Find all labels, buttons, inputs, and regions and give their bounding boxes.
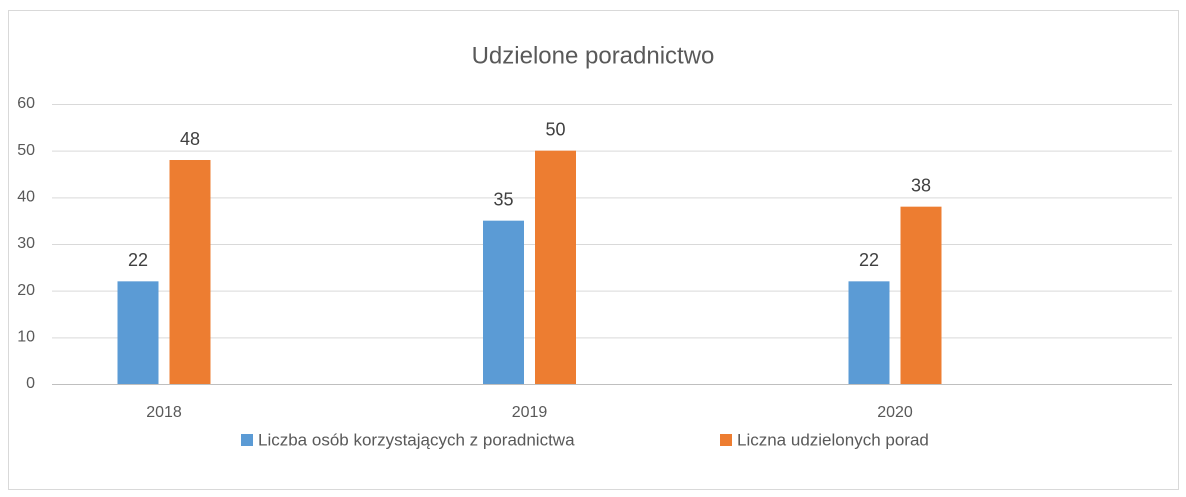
- x-tick-label: 2020: [877, 404, 913, 421]
- legend-label: Liczba osób korzystających z poradnictwa: [258, 430, 575, 449]
- data-label: 48: [180, 129, 200, 149]
- data-label: 35: [493, 189, 513, 209]
- y-tick-label: 0: [26, 375, 35, 392]
- bar: [483, 220, 524, 384]
- x-tick-label: 2018: [146, 404, 182, 421]
- bar: [900, 206, 942, 384]
- data-label: 22: [128, 250, 148, 270]
- x-tick-label: 2019: [512, 404, 548, 421]
- legend-swatch: [720, 434, 732, 446]
- data-label: 38: [911, 175, 931, 195]
- chart-title: Udzielone poradnictwo: [472, 42, 715, 69]
- bar: [117, 281, 159, 384]
- y-tick-label: 20: [17, 282, 35, 299]
- bar: [169, 160, 211, 384]
- data-label: 22: [859, 250, 879, 270]
- bar: [848, 281, 890, 384]
- y-tick-label: 30: [17, 235, 35, 252]
- legend-label: Liczna udzielonych porad: [737, 430, 929, 449]
- y-tick-label: 10: [17, 329, 35, 346]
- bar: [535, 150, 576, 384]
- y-tick-label: 50: [17, 142, 35, 159]
- y-tick-label: 40: [17, 189, 35, 206]
- data-label: 50: [545, 119, 565, 139]
- y-tick-label: 60: [17, 95, 35, 112]
- legend-swatch: [241, 434, 253, 446]
